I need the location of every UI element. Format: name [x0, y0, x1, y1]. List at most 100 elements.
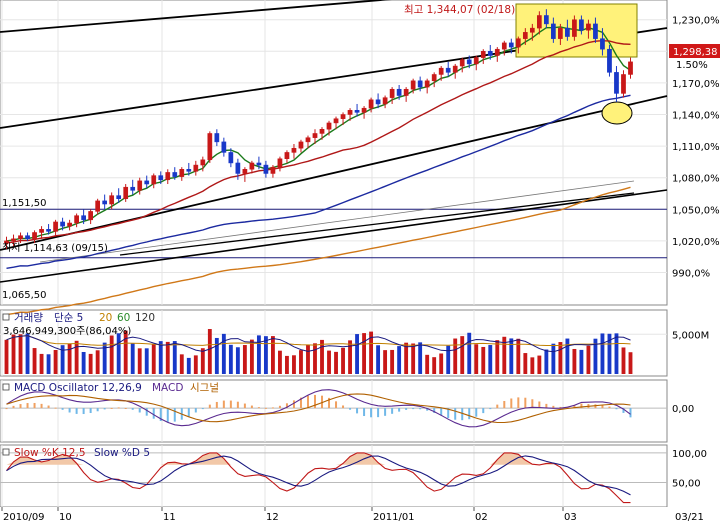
volume-bar — [425, 354, 430, 374]
candle-body — [242, 169, 248, 174]
volume-bar — [25, 333, 30, 374]
volume-bar — [369, 331, 374, 374]
macd-histogram-bar — [299, 397, 302, 409]
macd-histogram-bar — [580, 403, 583, 409]
volume-ma-line — [6, 335, 631, 346]
price-tick-label: 990,0% — [672, 269, 710, 280]
candle-body — [459, 59, 465, 67]
macd-histogram-bar — [405, 408, 408, 410]
volume-legend-ma20: 20 — [99, 312, 112, 324]
trend-line — [39, 180, 635, 263]
volume-legend-box[interactable] — [2, 313, 10, 321]
stochastic-legend-box[interactable] — [2, 448, 10, 456]
macd-histogram-bar — [412, 408, 415, 410]
volume-bar — [4, 339, 9, 374]
candle-body — [501, 42, 507, 50]
volume-bar — [137, 348, 142, 374]
volume-bar — [474, 344, 479, 374]
macd-legend-oscillator: MACD Oscillator 12,26,9 — [14, 382, 142, 394]
x-tick-label: 03/21 — [675, 512, 704, 523]
macd-histogram-bar — [271, 407, 274, 409]
macd-histogram-bar — [75, 408, 78, 414]
candle-body — [228, 152, 234, 164]
macd-histogram-bar — [264, 407, 267, 409]
volume-bar — [200, 348, 205, 374]
candle-body — [340, 114, 346, 119]
macd-histogram-bar — [82, 408, 85, 415]
volume-bar — [102, 342, 107, 374]
volume-bar — [95, 350, 100, 374]
x-axis-bar — [0, 507, 720, 525]
macd-histogram-bar — [363, 408, 366, 417]
volume-bar — [453, 338, 458, 374]
macd-histogram-bar — [510, 398, 513, 409]
price-tick-label: 1,020,0% — [672, 237, 720, 248]
candle-body — [11, 238, 16, 242]
macd-histogram-bar — [419, 408, 422, 410]
volume-bar — [376, 345, 381, 374]
macd-histogram-bar — [229, 400, 232, 409]
trend-line — [0, 95, 668, 251]
volume-bar — [467, 332, 472, 374]
macd-histogram-bar — [321, 395, 324, 409]
volume-bar — [523, 353, 528, 374]
volume-bar — [74, 340, 79, 374]
candle-body — [235, 162, 241, 174]
stochastic-legend-k: Slow %K 12,5 — [14, 447, 86, 459]
candle-body — [312, 133, 318, 138]
volume-bar — [418, 342, 423, 374]
price-tick-label: 1,140,0% — [672, 110, 720, 121]
macd-histogram-bar — [194, 408, 197, 413]
candle-body — [263, 164, 269, 174]
macd-histogram-bar — [47, 405, 50, 409]
volume-bar — [130, 343, 135, 374]
candle-body — [438, 67, 444, 75]
macd-histogram-bar — [482, 408, 485, 414]
volume-bar — [306, 344, 310, 374]
macd-lines — [5, 389, 632, 428]
volume-bar — [109, 335, 114, 374]
volume-bar — [151, 344, 156, 374]
candle-body — [480, 51, 486, 58]
volume-bar — [81, 351, 86, 374]
candle-body — [200, 159, 206, 166]
candle-body — [88, 211, 93, 221]
macd-legend-box[interactable] — [2, 383, 10, 391]
candle-body — [452, 65, 458, 73]
volume-bar — [172, 341, 177, 374]
candle-body — [193, 164, 199, 172]
candle-body — [536, 15, 542, 29]
macd-histogram-bar — [503, 400, 506, 409]
candle-body — [621, 74, 626, 94]
candle-body — [151, 175, 157, 185]
x-tick-label: 03 — [564, 512, 577, 523]
macd-histogram-bar — [447, 408, 450, 419]
candle-body — [558, 27, 563, 39]
candle-body — [305, 137, 311, 143]
volume-bar — [600, 333, 605, 374]
x-tick-label: 2011/01 — [373, 512, 415, 523]
volume-bar — [228, 344, 233, 374]
moving-average-line — [6, 39, 631, 244]
volume-bar — [67, 343, 72, 374]
candle-body — [417, 80, 423, 88]
macd-histogram-bar — [622, 408, 625, 413]
macd-histogram-bar — [356, 408, 359, 414]
candle-body — [39, 229, 44, 233]
macd-histogram-bar — [138, 408, 141, 413]
macd-histogram-bar — [573, 405, 576, 409]
macd-histogram-bar — [173, 408, 176, 422]
volume-bar — [348, 340, 352, 374]
macd-histogram-bar — [552, 405, 555, 409]
macd-histogram-bar — [40, 403, 43, 409]
candle-body — [529, 27, 535, 33]
stochastic-panel — [0, 444, 668, 508]
macd-histogram-bar — [201, 408, 204, 410]
candle-body — [487, 51, 493, 56]
candle-body — [544, 15, 549, 25]
volume-bar — [327, 350, 331, 374]
volume-bar — [207, 329, 212, 374]
candle-body — [494, 48, 500, 56]
volume-bar — [628, 352, 633, 374]
macd-histogram-bar — [131, 408, 134, 410]
